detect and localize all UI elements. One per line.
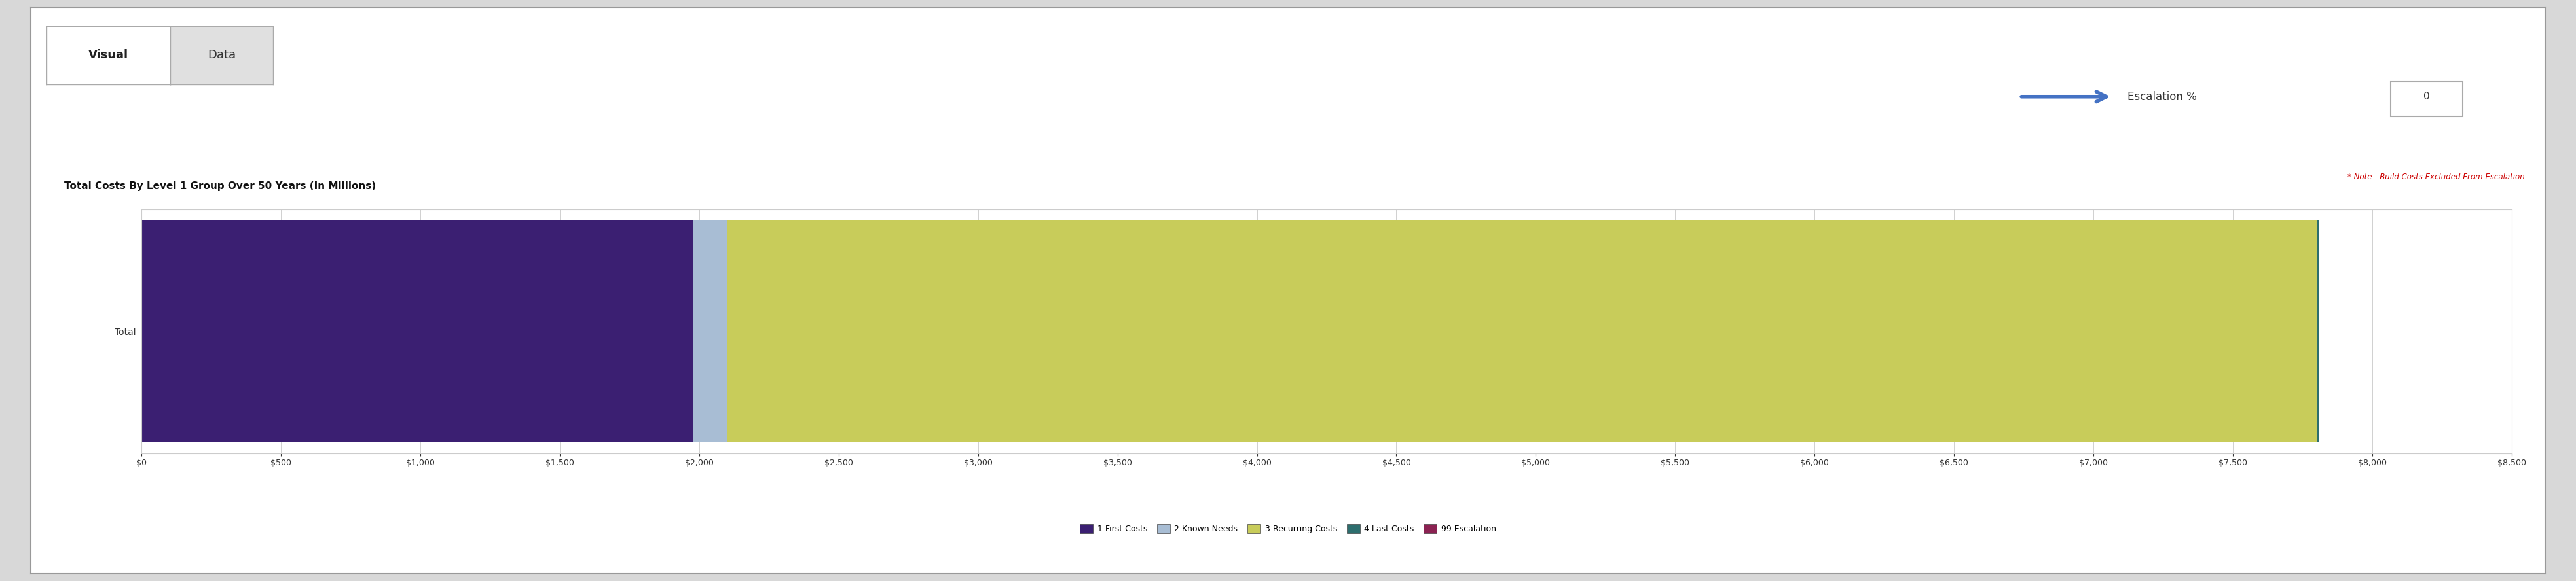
Text: Total Costs By Level 1 Group Over 50 Years (In Millions): Total Costs By Level 1 Group Over 50 Yea… (64, 181, 376, 191)
Bar (2316, 220, 2318, 442)
Text: Visual: Visual (88, 49, 129, 61)
Bar (693, 220, 726, 442)
Text: 0: 0 (2424, 92, 2429, 102)
Text: * Note - Build Costs Excluded From Escalation: * Note - Build Costs Excluded From Escal… (2347, 173, 2524, 181)
Legend: 1 First Costs, 2 Known Needs, 3 Recurring Costs, 4 Last Costs, 99 Escalation: 1 First Costs, 2 Known Needs, 3 Recurrin… (1077, 521, 1499, 537)
Bar (726, 220, 2316, 442)
FancyBboxPatch shape (2391, 81, 2463, 116)
Text: Escalation %: Escalation % (2128, 91, 2197, 103)
Bar (142, 220, 693, 442)
Text: Data: Data (209, 49, 234, 61)
